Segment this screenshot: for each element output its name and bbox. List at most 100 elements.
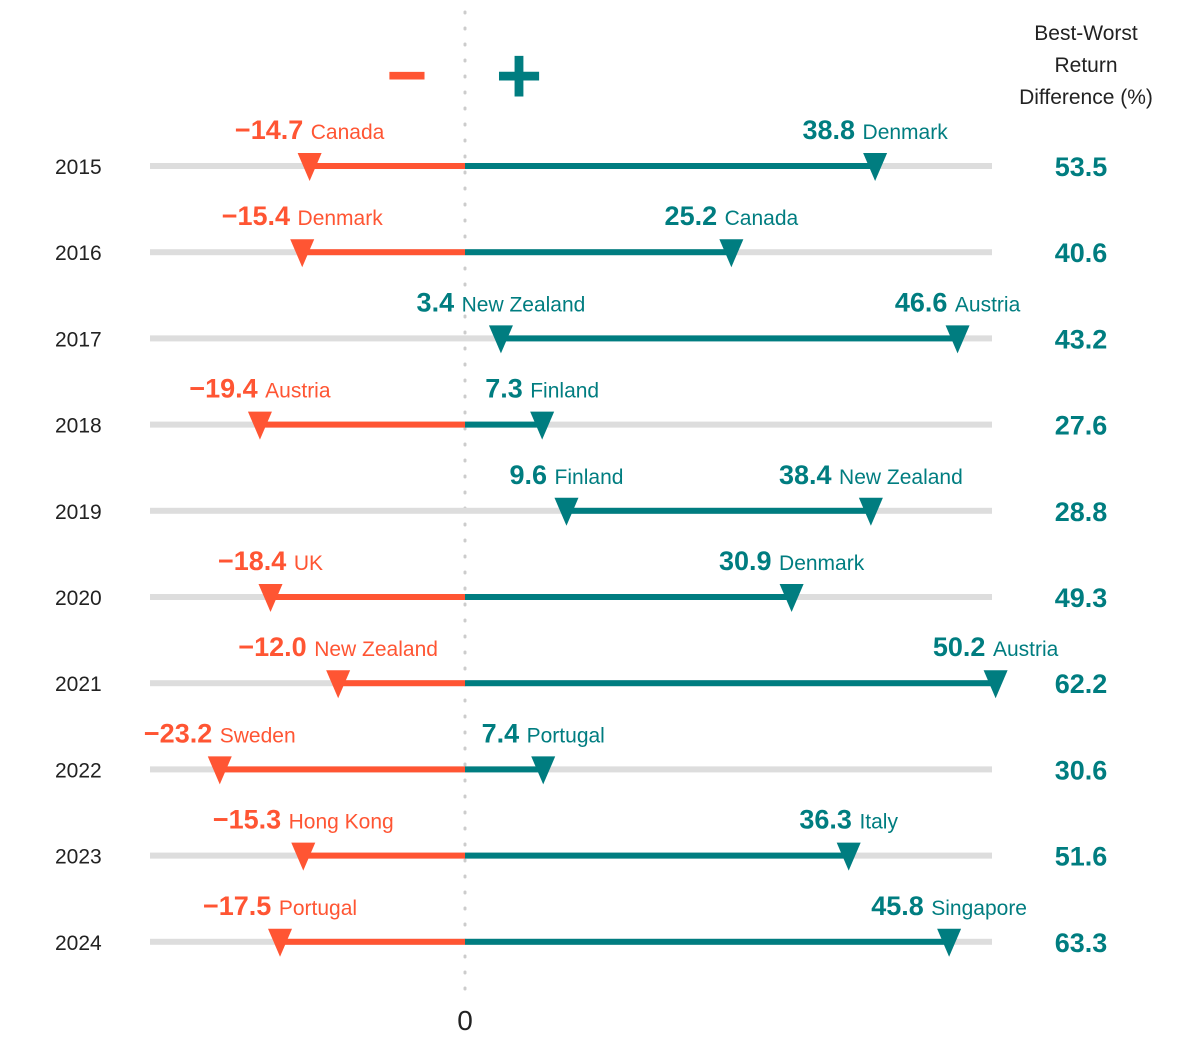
value-label: −19.4: [189, 374, 265, 404]
country-label: Denmark: [863, 121, 949, 144]
worst-marker: [291, 842, 316, 871]
country-label: Austria: [265, 380, 331, 403]
difference-value: 40.6: [1055, 238, 1108, 268]
country-label: New Zealand: [314, 638, 438, 661]
header-line-3: Difference (%): [1019, 86, 1153, 109]
country-label: Singapore: [931, 897, 1027, 920]
country-label: Sweden: [220, 724, 296, 747]
worst-marker: [268, 928, 293, 957]
year-label: 2020: [55, 587, 102, 610]
track: [150, 421, 992, 428]
best-marker: [858, 497, 883, 526]
year-label: 2021: [55, 673, 102, 696]
worst-label: −18.4 UK: [218, 546, 323, 576]
value-label: 9.6: [510, 460, 555, 490]
country-label: Finland: [530, 380, 599, 403]
value-label: 7.3: [485, 374, 530, 404]
positive-bar: [465, 249, 732, 256]
best-label: 38.4 New Zealand: [779, 460, 963, 490]
positive-bar: [465, 852, 849, 859]
value-label: −17.5: [203, 891, 279, 921]
track: [150, 766, 992, 773]
value-label: −15.4: [222, 201, 298, 231]
negative-bar: [219, 766, 465, 773]
worst-label: −12.0 New Zealand: [238, 632, 438, 662]
difference-value: 62.2: [1055, 669, 1108, 699]
best-label: 30.9 Denmark: [719, 546, 865, 576]
worst-marker: [326, 670, 351, 699]
country-label: Finland: [555, 466, 624, 489]
worst-marker: [290, 239, 315, 268]
value-label: 45.8: [871, 891, 931, 921]
value-label: −15.3: [213, 805, 289, 835]
worst-marker: [297, 153, 322, 181]
worst-label: −23.2 Sweden: [144, 718, 296, 748]
year-label: 2017: [55, 328, 102, 351]
year-label: 2019: [55, 501, 102, 524]
difference-value: 28.8: [1055, 497, 1108, 527]
positive-bar: [465, 938, 950, 945]
negative-bar: [338, 680, 465, 687]
worst-marker: [247, 411, 272, 440]
year-label: 2015: [55, 156, 102, 179]
value-label: 36.3: [799, 805, 859, 835]
year-label: 2018: [55, 415, 102, 438]
worst-label: 3.4 New Zealand: [417, 287, 586, 317]
year-label: 2024: [55, 932, 102, 955]
difference-value: 27.6: [1055, 411, 1108, 441]
value-label: −12.0: [238, 632, 314, 662]
best-label: 7.3 Finland: [485, 374, 599, 404]
difference-value: 30.6: [1055, 755, 1108, 785]
year-label: 2022: [55, 759, 102, 782]
value-label: −18.4: [218, 546, 294, 576]
positive-bar: [465, 766, 544, 773]
best-label: 45.8 Singapore: [871, 891, 1027, 921]
best-label: 46.6 Austria: [895, 287, 1021, 317]
worst-marker: [207, 756, 232, 785]
difference-value: 43.2: [1055, 324, 1108, 354]
positive-symbol: +: [496, 31, 543, 120]
difference-value: 63.3: [1055, 928, 1108, 958]
value-label: 38.8: [802, 115, 862, 145]
positive-bar: [465, 594, 792, 600]
best-marker: [719, 239, 744, 268]
difference-value: 51.6: [1055, 842, 1108, 872]
best-marker: [937, 928, 962, 957]
country-label: Hong Kong: [289, 811, 394, 834]
header-line-1: Best-Worst: [1034, 22, 1138, 45]
best-marker: [983, 670, 1008, 699]
negative-bar: [270, 594, 465, 600]
worst-label: −15.3 Hong Kong: [213, 805, 394, 835]
best-label: 36.3 Italy: [799, 805, 898, 835]
worst-label: −15.4 Denmark: [222, 201, 384, 231]
country-label: Austria: [955, 293, 1021, 316]
positive-bar: [465, 680, 996, 687]
difference-value: 49.3: [1055, 583, 1108, 613]
positive-bar: [566, 507, 871, 514]
value-label: 7.4: [482, 718, 527, 748]
value-label: 46.6: [895, 287, 955, 317]
country-label: Canada: [311, 121, 385, 144]
worst-label: −14.7 Canada: [235, 115, 385, 145]
country-label: Italy: [859, 811, 898, 834]
value-label: 50.2: [933, 632, 993, 662]
best-label: 7.4 Portugal: [482, 718, 605, 748]
positive-bar: [465, 421, 543, 428]
value-label: 38.4: [779, 460, 839, 490]
year-label: 2016: [55, 242, 102, 265]
country-label: Portugal: [279, 897, 357, 920]
worst-label: −17.5 Portugal: [203, 891, 357, 921]
worst-marker: [554, 497, 579, 526]
country-label: UK: [294, 552, 323, 575]
negative-bar: [309, 163, 465, 169]
value-label: −14.7: [235, 115, 311, 145]
year-label: 2023: [55, 846, 102, 869]
negative-bar: [259, 421, 465, 428]
best-marker: [836, 842, 861, 871]
worst-label: −19.4 Austria: [189, 374, 331, 404]
best-marker: [779, 584, 804, 612]
negative-bar: [280, 938, 465, 945]
country-label: New Zealand: [462, 293, 586, 316]
country-label: Canada: [725, 207, 799, 230]
